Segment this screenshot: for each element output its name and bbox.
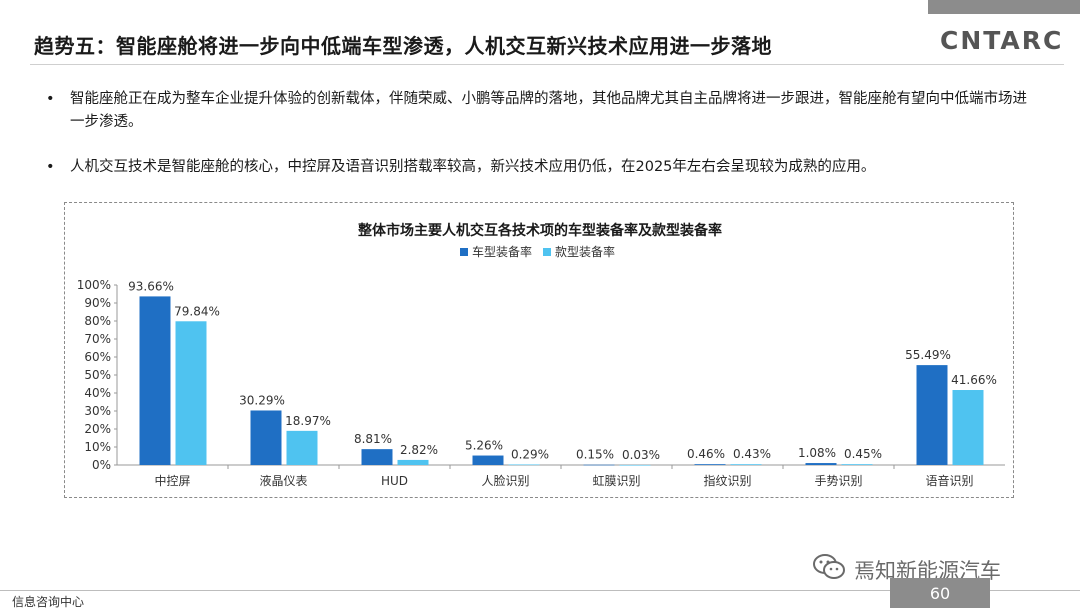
bar	[805, 463, 837, 465]
data-label: 0.46%	[687, 447, 725, 461]
data-label: 30.29%	[239, 393, 285, 407]
y-tick-label: 90%	[84, 296, 111, 310]
footer-text: 信息咨询中心	[12, 595, 85, 609]
y-tick-label: 40%	[84, 386, 111, 400]
y-tick-label: 50%	[84, 368, 111, 382]
x-tick-label: 中控屏	[154, 473, 190, 488]
chart-title: 整体市场主要人机交互各技术项的车型装备率及款型装备率	[357, 222, 722, 239]
footer-line	[0, 590, 1080, 591]
bullet-list: 智能座舱正在成为整车企业提升体验的创新载体，伴随荣威、小鹏等品牌的落地，其他品牌…	[46, 88, 1036, 201]
x-tick-label: 语音识别	[925, 473, 973, 488]
bar	[583, 464, 615, 466]
y-tick-label: 30%	[84, 404, 111, 418]
bar	[508, 464, 540, 466]
bar	[286, 430, 318, 465]
y-tick-label: 80%	[84, 314, 111, 328]
data-label: 0.29%	[511, 447, 549, 461]
bar	[175, 321, 207, 465]
legend-label: 车型装备率	[472, 244, 532, 259]
bar	[916, 365, 948, 465]
legend-swatch	[460, 248, 468, 256]
wechat-icon	[812, 553, 846, 586]
bar	[250, 410, 282, 465]
bar	[952, 390, 984, 465]
bar	[139, 296, 171, 465]
bar	[694, 464, 726, 465]
page-number: 60	[890, 578, 990, 608]
page-title: 趋势五：智能座舱将进一步向中低端车型渗透，人机交互新兴技术应用进一步落地	[34, 34, 772, 58]
legend-label: 款型装备率	[555, 244, 615, 259]
bar	[361, 449, 393, 465]
top-accent-bar	[928, 0, 1080, 14]
data-label: 0.43%	[733, 447, 771, 461]
x-tick-label: 液晶仪表	[259, 473, 307, 488]
y-tick-label: 20%	[84, 422, 111, 436]
y-tick-label: 100%	[77, 278, 111, 292]
title-divider	[30, 64, 1064, 65]
data-label: 18.97%	[285, 414, 331, 428]
logo: CNTARC	[940, 26, 1064, 55]
x-tick-label: 指纹识别	[703, 473, 751, 488]
bullet-item: 智能座舱正在成为整车企业提升体验的创新载体，伴随荣威、小鹏等品牌的落地，其他品牌…	[46, 88, 1036, 134]
x-tick-label: 手势识别	[814, 474, 862, 488]
bar	[841, 464, 873, 465]
data-label: 5.26%	[465, 439, 503, 453]
bar	[397, 459, 429, 465]
data-label: 0.45%	[844, 447, 882, 461]
bar	[619, 464, 651, 466]
data-label: 0.15%	[576, 448, 614, 462]
y-tick-label: 70%	[84, 332, 111, 346]
y-tick-label: 0%	[92, 458, 111, 472]
data-label: 79.84%	[174, 304, 220, 318]
y-tick-label: 60%	[84, 350, 111, 364]
x-tick-label: HUD	[381, 474, 408, 488]
data-label: 55.49%	[905, 348, 951, 362]
data-label: 2.82%	[400, 443, 438, 457]
chart-frame: 整体市场主要人机交互各技术项的车型装备率及款型装备率车型装备率 款型装备率 0% 10…	[64, 202, 1014, 498]
bar	[472, 455, 504, 465]
data-label: 1.08%	[798, 446, 836, 460]
bullet-item: 人机交互技术是智能座舱的核心，中控屏及语音识别搭载率较高，新兴技术应用仍低，在2…	[46, 156, 1036, 179]
x-tick-label: 人脸识别	[481, 474, 529, 488]
legend-swatch	[543, 248, 551, 256]
data-label: 41.66%	[951, 373, 997, 387]
x-tick-label: 虹膜识别	[592, 474, 640, 488]
data-label: 0.03%	[622, 448, 660, 462]
bar	[730, 464, 762, 465]
data-label: 93.66%	[128, 279, 174, 293]
data-label: 8.81%	[354, 432, 392, 446]
y-tick-label: 10%	[84, 440, 111, 454]
